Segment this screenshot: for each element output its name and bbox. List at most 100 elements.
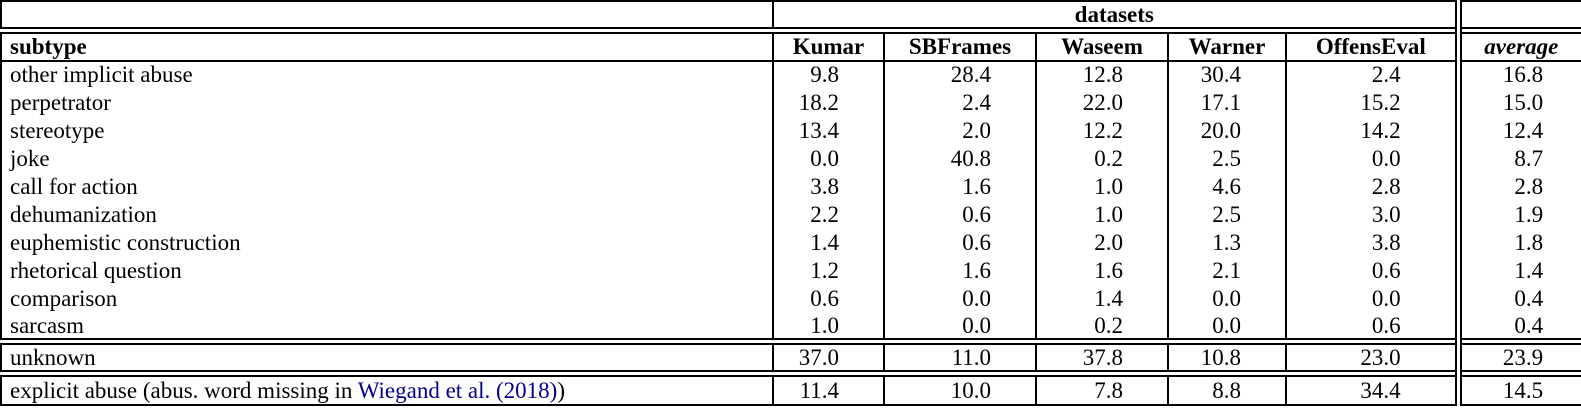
average-value-cell: 15.0 xyxy=(1454,88,1581,117)
table-row: dehumanization 2.2 0.6 1.0 2.5 3.0 1.9 xyxy=(1,200,1581,229)
value-cell: 3.0 xyxy=(1284,200,1459,229)
value-cell: 10.0 xyxy=(883,370,1036,405)
column-header-offenseval: OffensEval xyxy=(1284,27,1459,62)
column-header-waseem: Waseem xyxy=(1035,27,1168,62)
value-cell: 0.0 xyxy=(1284,144,1459,173)
value-cell: 0.0 xyxy=(1167,312,1286,342)
value-cell: 12.2 xyxy=(1035,116,1168,145)
value-cell: 0.0 xyxy=(1167,284,1286,313)
value-cell: 0.6 xyxy=(883,200,1036,229)
column-header-subtype: subtype xyxy=(1,27,773,62)
value-cell: 1.4 xyxy=(1035,284,1168,313)
value-cell: 0.6 xyxy=(1284,312,1459,342)
average-value-cell: 0.4 xyxy=(1454,284,1581,313)
value-cell: 0.6 xyxy=(772,284,884,313)
value-cell: 18.2 xyxy=(772,88,884,117)
subtype-label-cell: comparison xyxy=(10,285,118,311)
value-cell: 2.5 xyxy=(1167,200,1286,229)
subtype-label-cell: stereotype xyxy=(10,117,105,143)
value-cell: 0.6 xyxy=(883,228,1036,257)
subtype-label-cell: perpetrator xyxy=(10,89,111,115)
average-value-cell: 23.9 xyxy=(1454,337,1581,374)
wiegand-2018-citation-link[interactable]: Wiegand et al. (2018) xyxy=(357,377,558,403)
value-cell: 15.2 xyxy=(1284,88,1459,117)
subtype-label-cell: other implicit abuse xyxy=(10,62,193,88)
value-cell: 11.0 xyxy=(883,337,1036,374)
value-cell: 40.8 xyxy=(883,144,1036,173)
average-value-cell: 1.4 xyxy=(1454,256,1581,285)
subtype-label-cell: explicit abuse (abus. word missing in Wi… xyxy=(1,370,773,405)
average-value-cell: 12.4 xyxy=(1454,116,1581,145)
subtype-label-cell: call for action xyxy=(10,173,138,199)
value-cell: 12.8 xyxy=(1035,60,1168,89)
value-cell: 1.0 xyxy=(1035,200,1168,229)
value-cell: 22.0 xyxy=(1035,88,1168,117)
value-cell: 2.0 xyxy=(1035,228,1168,257)
datasets-group-header: datasets xyxy=(771,1,1459,31)
value-cell: 3.8 xyxy=(772,172,884,201)
value-cell: 28.4 xyxy=(883,60,1036,89)
value-cell: 0.0 xyxy=(772,144,884,173)
value-cell: 30.4 xyxy=(1167,60,1286,89)
value-cell: 2.8 xyxy=(1284,172,1459,201)
value-cell: 3.8 xyxy=(1284,228,1459,257)
value-cell: 13.4 xyxy=(772,116,884,145)
value-cell: 1.6 xyxy=(883,172,1036,201)
value-cell: 23.0 xyxy=(1284,337,1459,374)
column-header-row: subtype Kumar SBFrames Waseem Warner Off… xyxy=(1,27,1581,62)
empty-corner-cell xyxy=(1,1,773,31)
average-value-cell: 8.7 xyxy=(1454,144,1581,173)
average-value-cell: 2.8 xyxy=(1454,172,1581,201)
value-cell: 2.1 xyxy=(1167,256,1286,285)
table-row: euphemistic construction 1.4 0.6 2.0 1.3… xyxy=(1,228,1581,257)
table-row: sarcasm 1.0 0.0 0.2 0.0 0.6 0.4 xyxy=(1,312,1581,342)
value-cell: 9.8 xyxy=(772,60,884,89)
subtype-label-cell: joke xyxy=(10,145,50,171)
value-cell: 10.8 xyxy=(1167,337,1286,374)
value-cell: 8.8 xyxy=(1167,370,1286,405)
value-cell: 0.0 xyxy=(883,284,1036,313)
value-cell: 1.0 xyxy=(1035,172,1168,201)
value-cell: 1.6 xyxy=(883,256,1036,285)
value-cell: 0.0 xyxy=(883,312,1036,342)
value-cell: 37.8 xyxy=(1035,337,1168,374)
average-value-cell: 14.5 xyxy=(1454,370,1581,405)
subtype-label-cell: unknown xyxy=(1,337,773,374)
value-cell: 11.4 xyxy=(772,370,884,405)
value-cell: 1.4 xyxy=(772,228,884,257)
average-value-cell: 1.9 xyxy=(1454,200,1581,229)
value-cell: 4.6 xyxy=(1167,172,1286,201)
table-row: other implicit abuse 9.8 28.4 12.8 30.4 … xyxy=(1,60,1581,89)
table-row: rhetorical question 1.2 1.6 1.6 2.1 0.6 … xyxy=(1,256,1581,285)
value-cell: 20.0 xyxy=(1167,116,1286,145)
average-value-cell: 0.4 xyxy=(1454,312,1581,342)
column-header-average: average xyxy=(1454,27,1581,62)
value-cell: 2.5 xyxy=(1167,144,1286,173)
value-cell: 0.2 xyxy=(1035,144,1168,173)
datasets-group-row: datasets xyxy=(1,1,1581,31)
value-cell: 2.2 xyxy=(772,200,884,229)
value-cell: 1.6 xyxy=(1035,256,1168,285)
value-cell: 14.2 xyxy=(1284,116,1459,145)
value-cell: 2.0 xyxy=(883,116,1036,145)
value-cell: 0.0 xyxy=(1284,284,1459,313)
value-cell: 0.2 xyxy=(1035,312,1168,342)
table-row: stereotype 13.4 2.0 12.2 20.0 14.2 12.4 xyxy=(1,116,1581,145)
value-cell: 37.0 xyxy=(772,337,884,374)
value-cell: 1.0 xyxy=(772,312,884,342)
explicit-label-suffix: ) xyxy=(557,377,566,403)
value-cell: 34.4 xyxy=(1284,370,1459,405)
column-header-kumar: Kumar xyxy=(772,27,884,62)
subtype-label-cell: rhetorical question xyxy=(10,257,182,283)
table-row: perpetrator 18.2 2.4 22.0 17.1 15.2 15.0 xyxy=(1,88,1581,117)
value-cell: 2.4 xyxy=(883,88,1036,117)
column-header-warner: Warner xyxy=(1167,27,1286,62)
table-row: comparison 0.6 0.0 1.4 0.0 0.0 0.4 xyxy=(1,284,1581,313)
value-cell: 7.8 xyxy=(1035,370,1168,405)
value-cell: 2.4 xyxy=(1284,60,1459,89)
value-cell: 0.6 xyxy=(1284,256,1459,285)
value-cell: 1.3 xyxy=(1167,228,1286,257)
average-value-cell: 1.8 xyxy=(1454,228,1581,257)
